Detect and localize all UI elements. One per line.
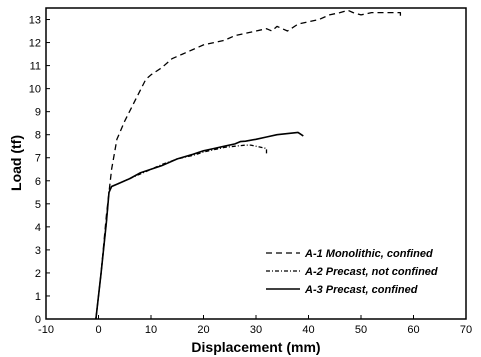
y-tick-label: 10 (29, 84, 41, 96)
y-tick-label: 5 (35, 199, 41, 211)
x-tick-label: 10 (145, 324, 157, 336)
legend: A-1 Monolithic, confined A-2 Precast, not… (266, 248, 438, 296)
y-tick-label: 6 (35, 176, 41, 188)
legend-label-3: A-3 Precast, confined (304, 284, 418, 296)
y-tick-label: 11 (30, 61, 41, 73)
series-line-1 (95, 9, 402, 320)
x-tick-label: 60 (407, 324, 419, 336)
x-tick-label: 70 (460, 324, 472, 336)
y-tick-label: 1 (35, 291, 41, 303)
x-axis-title: Displacement (mm) (191, 339, 320, 355)
series-layer (95, 9, 402, 320)
y-tick-label: 2 (35, 268, 41, 280)
y-tick-label: 7 (35, 153, 41, 165)
y-tick-label: 12 (29, 38, 41, 50)
x-tick-label: 20 (197, 324, 209, 336)
y-tick-label: 9 (35, 107, 41, 119)
y-tick-label: 0 (35, 314, 41, 326)
x-tick-label: 30 (250, 324, 262, 336)
series-line-3 (95, 131, 304, 320)
legend-label-1: A-1 Monolithic, confined (304, 248, 433, 260)
x-tick-label: 50 (355, 324, 367, 336)
x-tick-label: 0 (95, 324, 101, 336)
y-tick-label: 8 (35, 130, 41, 142)
y-tick-label: 4 (35, 222, 41, 234)
y-tick-label: 3 (35, 245, 41, 257)
x-tick-label: 40 (302, 324, 314, 336)
y-tick-label: 13 (29, 15, 41, 27)
series-line-2 (95, 144, 268, 320)
y-axis-title: Load (tf) (8, 135, 24, 191)
x-tick-label: -10 (38, 324, 54, 336)
legend-label-2: A-2 Precast, not confined (304, 266, 438, 278)
